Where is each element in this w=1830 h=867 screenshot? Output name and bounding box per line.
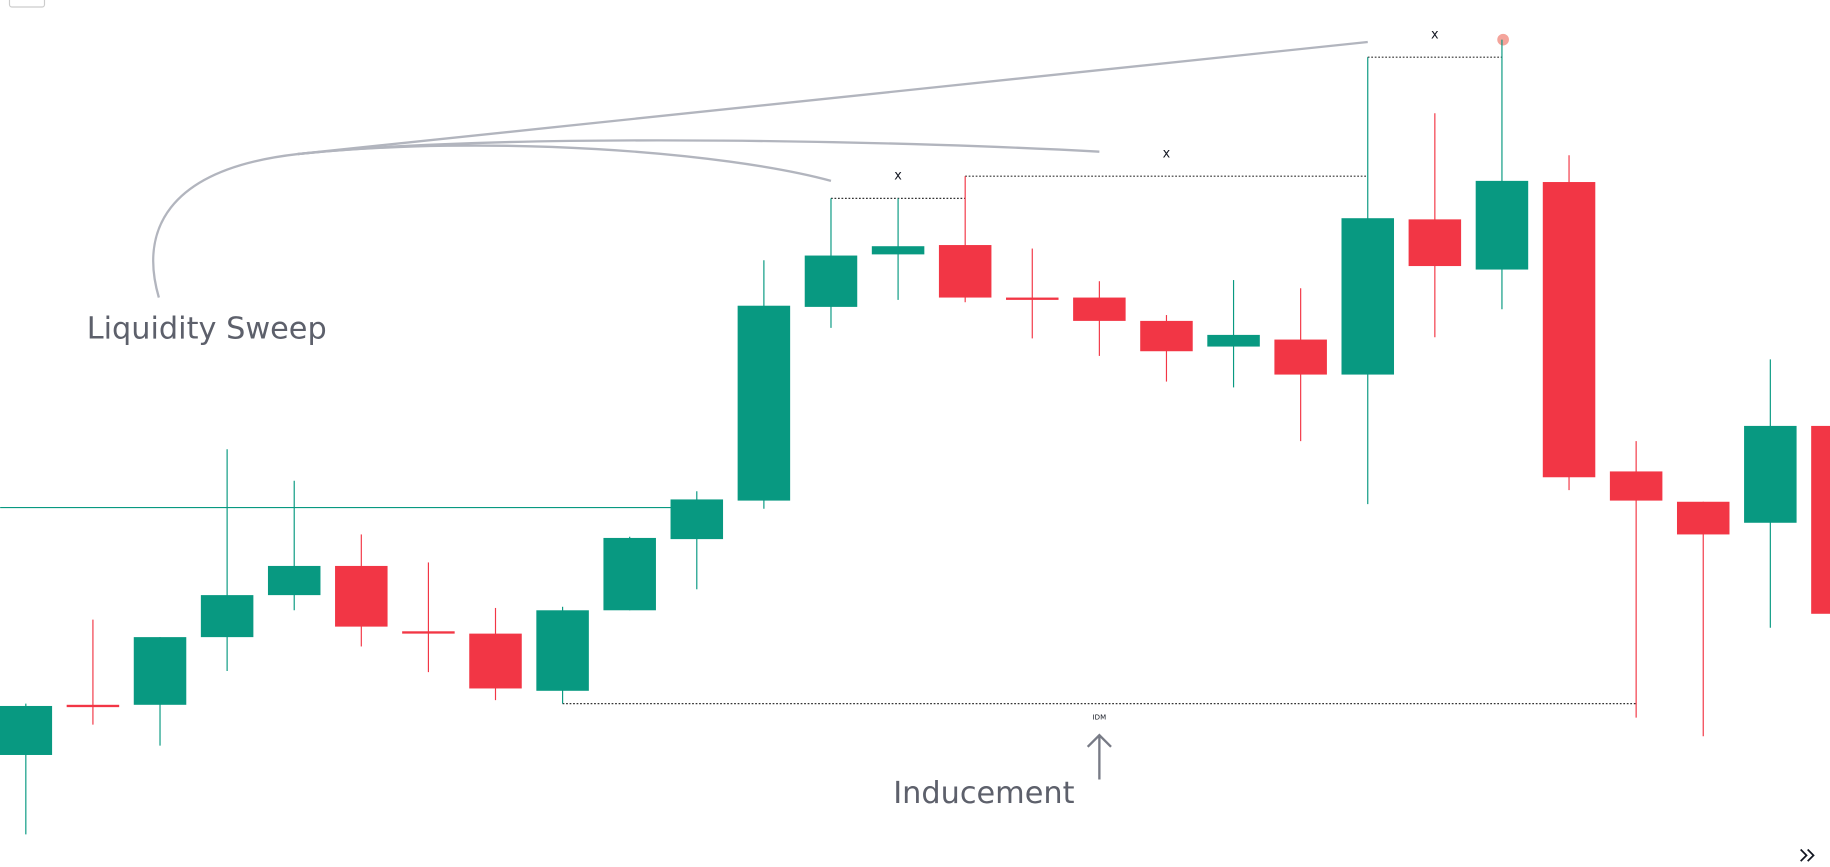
candle-body — [1475, 180, 1529, 270]
arrow — [1086, 733, 1112, 780]
curve — [297, 144, 832, 182]
curve — [297, 40, 1368, 156]
annotation: Liquidity Sweep — [87, 312, 327, 347]
curve — [152, 152, 298, 298]
candle-body — [1744, 425, 1797, 523]
candle-body — [938, 245, 992, 298]
candle-body — [469, 633, 522, 689]
candle-body — [1609, 471, 1663, 501]
candle-body — [1274, 339, 1327, 375]
candle-body — [804, 255, 858, 307]
candle-body — [536, 610, 589, 691]
candle-body — [1006, 297, 1059, 300]
candle-body — [871, 246, 925, 255]
sweep-curves — [152, 40, 1368, 298]
level-label: x — [1431, 28, 1439, 43]
candle-body — [670, 499, 724, 540]
candle-body — [66, 704, 120, 708]
candle-body — [603, 537, 656, 611]
candle-body — [1811, 425, 1830, 614]
candle-body — [1140, 320, 1193, 352]
candle-body — [1073, 297, 1126, 321]
candle-body — [0, 705, 53, 755]
marker-dot — [1497, 33, 1509, 46]
annotation: Inducement — [893, 776, 1074, 811]
candle-body — [1207, 334, 1260, 347]
candle-body — [267, 565, 321, 596]
level-label: IDM — [1093, 714, 1107, 722]
candle-body — [1542, 182, 1596, 478]
candle-body — [1408, 219, 1462, 267]
candle-body — [200, 595, 254, 638]
level-label: x — [894, 169, 902, 184]
candle-body — [1341, 218, 1395, 375]
candle-body — [335, 565, 388, 627]
candle-body — [133, 637, 187, 705]
candle-body — [737, 305, 791, 501]
toolbar-button[interactable] — [8, 0, 46, 8]
level-label: x — [1163, 147, 1171, 162]
candle-body — [1676, 501, 1730, 535]
scroll-button[interactable] — [1800, 848, 1815, 862]
candle-body — [402, 631, 455, 634]
